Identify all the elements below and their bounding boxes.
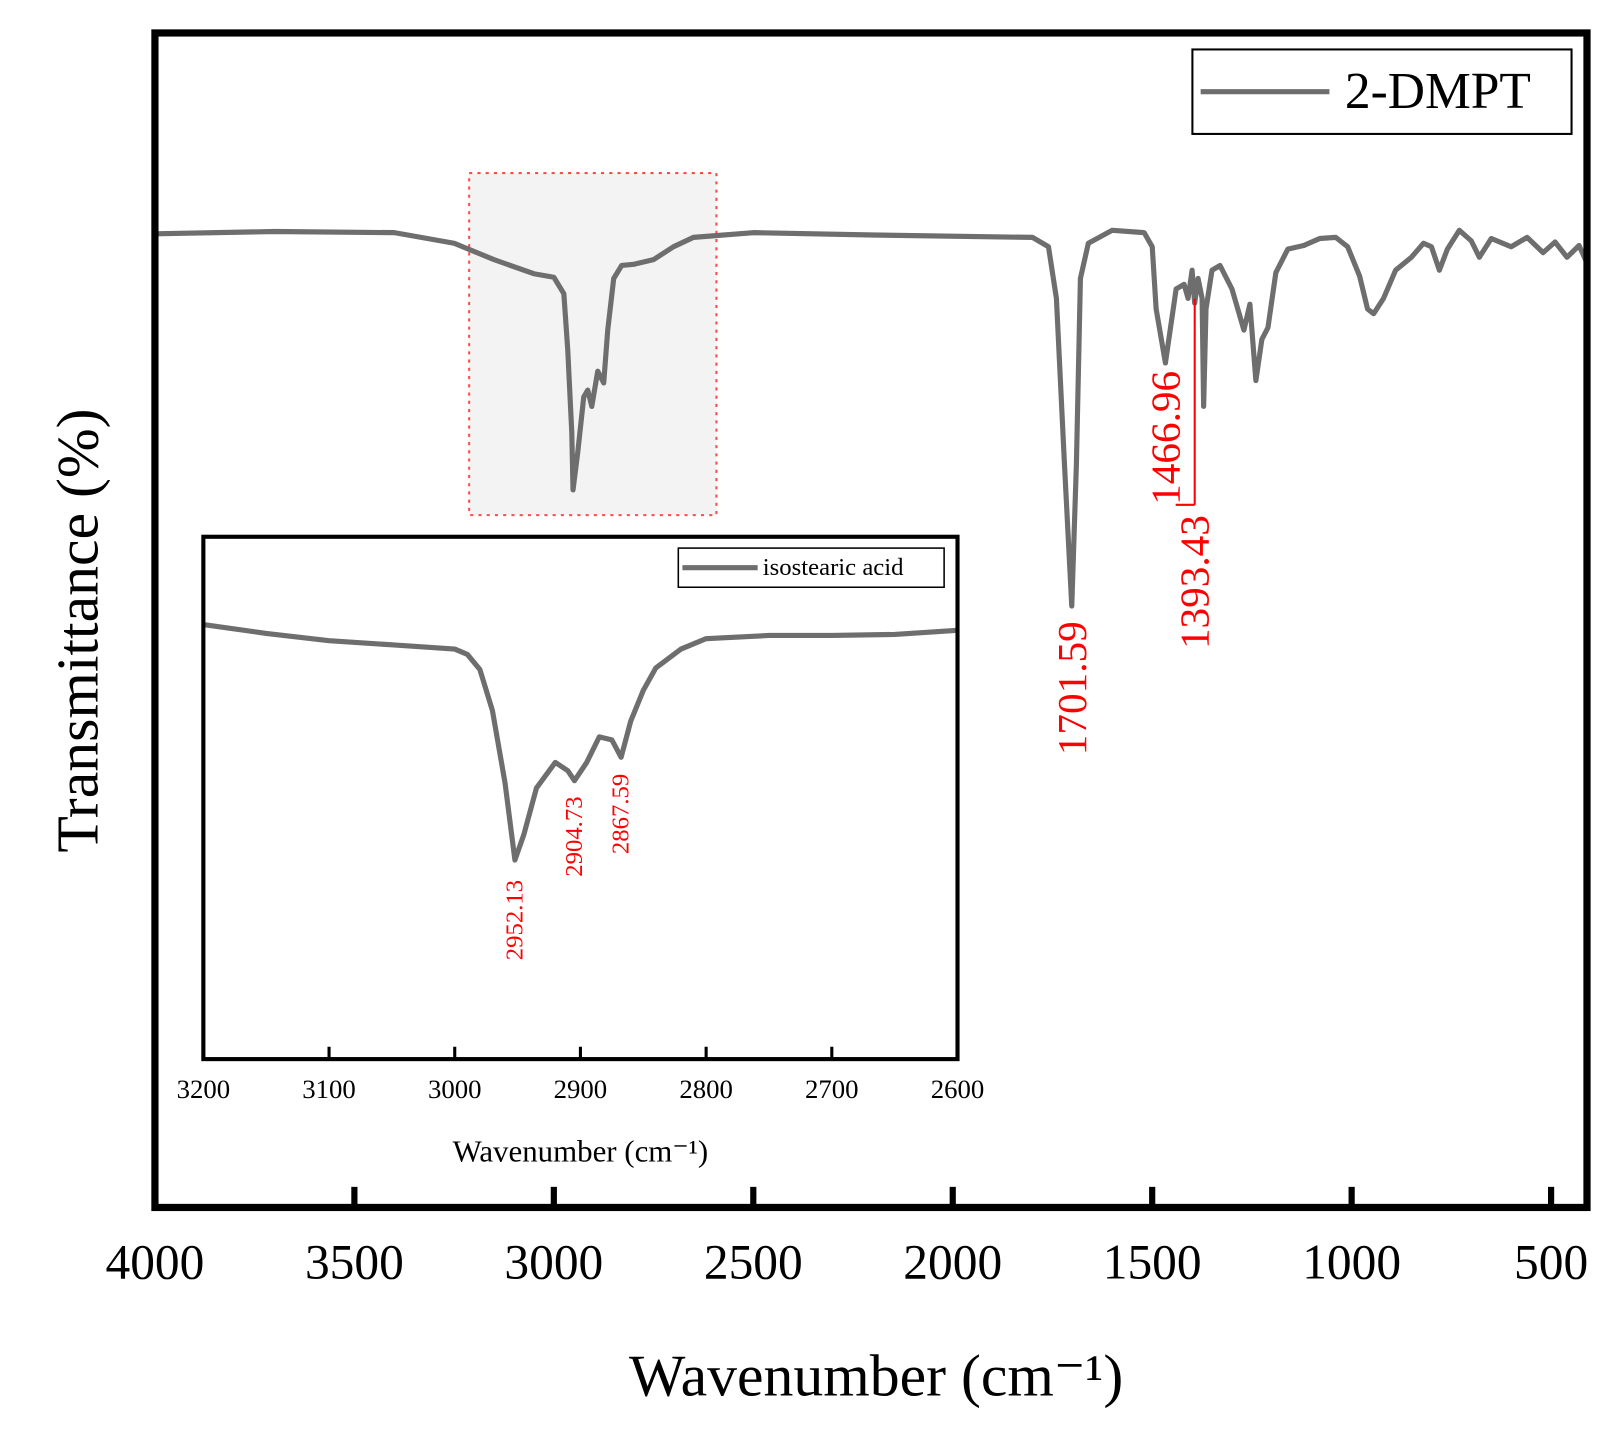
legend-box <box>677 547 945 589</box>
x-tick-label: 4000 <box>105 1235 204 1290</box>
x-tick-label: 3000 <box>504 1235 603 1290</box>
peak-label: 1393.43 <box>1172 515 1218 649</box>
x-tick-label: 3100 <box>302 1074 356 1104</box>
legend-box <box>1191 48 1573 135</box>
x-tick-label: 2600 <box>931 1074 985 1104</box>
peak-label: 1466.96 <box>1142 371 1188 505</box>
zoom-region <box>468 172 718 517</box>
y-axis-label: Transmittance (%) <box>45 408 111 852</box>
peak-label: 2904.73 <box>561 796 588 876</box>
spectrum-line <box>154 227 1590 609</box>
x-tick-label: 3500 <box>305 1235 404 1290</box>
x-axis-label: Wavenumber (cm⁻¹) <box>629 1342 1123 1408</box>
peak-label: 1701.59 <box>1049 621 1095 755</box>
inset-background <box>203 536 958 1060</box>
legend-label: 2-DMPT <box>1345 63 1531 120</box>
x-axis-label: Wavenumber (cm⁻¹) <box>453 1133 709 1168</box>
x-tick-label: 3000 <box>428 1074 482 1104</box>
x-tick-label: 2000 <box>903 1235 1002 1290</box>
x-tick-label: 2500 <box>704 1235 803 1290</box>
x-tick-label: 3200 <box>177 1074 231 1104</box>
peak-label: 2952.13 <box>501 880 528 960</box>
x-tick-label: 2900 <box>554 1074 608 1104</box>
x-tick-label: 2700 <box>805 1074 859 1104</box>
peak-label: 2867.59 <box>608 774 635 854</box>
x-tick-label: 1500 <box>1103 1235 1202 1290</box>
x-tick-label: 500 <box>1514 1235 1588 1290</box>
x-tick-label: 2800 <box>679 1074 733 1104</box>
legend-label: isostearic acid <box>763 554 904 581</box>
plot-frame <box>151 29 1591 1212</box>
spectrum-line <box>202 621 958 863</box>
x-tick-label: 1000 <box>1302 1235 1401 1290</box>
